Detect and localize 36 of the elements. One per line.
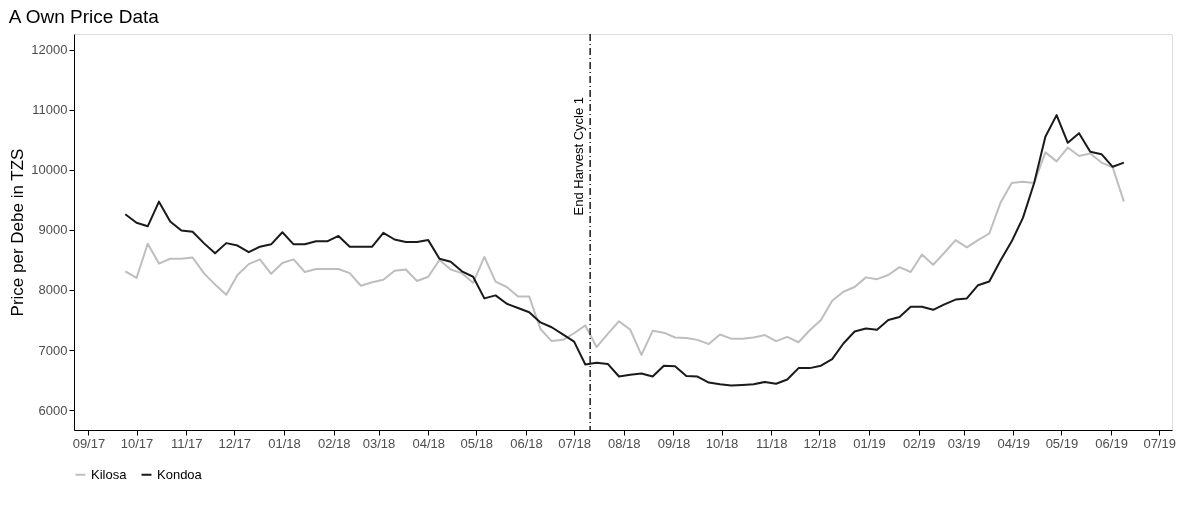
- x-tick-label: 01/18: [268, 435, 301, 451]
- y-axis-title: Price per Debe in TZS: [8, 148, 28, 317]
- x-tick-label: 04/19: [997, 435, 1031, 451]
- chart-title: A Own Price Data: [8, 6, 160, 28]
- x-tick-label: 10/18: [705, 435, 739, 451]
- x-tick-label: 03/18: [362, 435, 396, 451]
- legend-label: Kondoa: [157, 466, 203, 482]
- ref-line-label: End Harvest Cycle 1: [571, 97, 587, 216]
- x-tick-label: 09/17: [72, 435, 106, 451]
- x-tick-label: 11/17: [170, 435, 203, 451]
- line-series: [124, 146, 1125, 356]
- y-tick-label: 7000: [38, 342, 68, 358]
- x-tick-label: 06/18: [510, 435, 543, 451]
- x-tick-label: 09/18: [657, 435, 691, 451]
- y-tick-label: 9000: [38, 222, 68, 238]
- x-tick-label: 01/19: [853, 435, 886, 451]
- x-tick-label: 07/19: [1143, 435, 1176, 451]
- x-tick-label: 12/17: [218, 435, 252, 451]
- x-tick-label: 02/18: [317, 435, 351, 451]
- x-tick-label: 02/19: [902, 435, 936, 451]
- y-tick-label: 6000: [38, 402, 68, 418]
- y-tick-label: 11000: [32, 102, 68, 118]
- x-tick-label: 11/18: [755, 435, 788, 451]
- x-tick-label: 05/18: [460, 435, 494, 451]
- y-tick-label: 10000: [31, 162, 68, 178]
- x-tick-label: 06/19: [1095, 435, 1128, 451]
- y-tick-label: 12000: [31, 42, 68, 58]
- x-tick-label: 05/19: [1045, 435, 1079, 451]
- x-tick-label: 07/18: [558, 435, 591, 451]
- x-tick-label: 03/19: [947, 435, 981, 451]
- x-tick-label: 08/18: [608, 435, 641, 451]
- y-tick-label: 8000: [38, 282, 68, 298]
- legend-label: Kilosa: [91, 466, 128, 482]
- x-tick-label: 04/18: [412, 435, 446, 451]
- x-tick-label: 12/18: [803, 435, 837, 451]
- x-tick-label: 10/17: [120, 435, 154, 451]
